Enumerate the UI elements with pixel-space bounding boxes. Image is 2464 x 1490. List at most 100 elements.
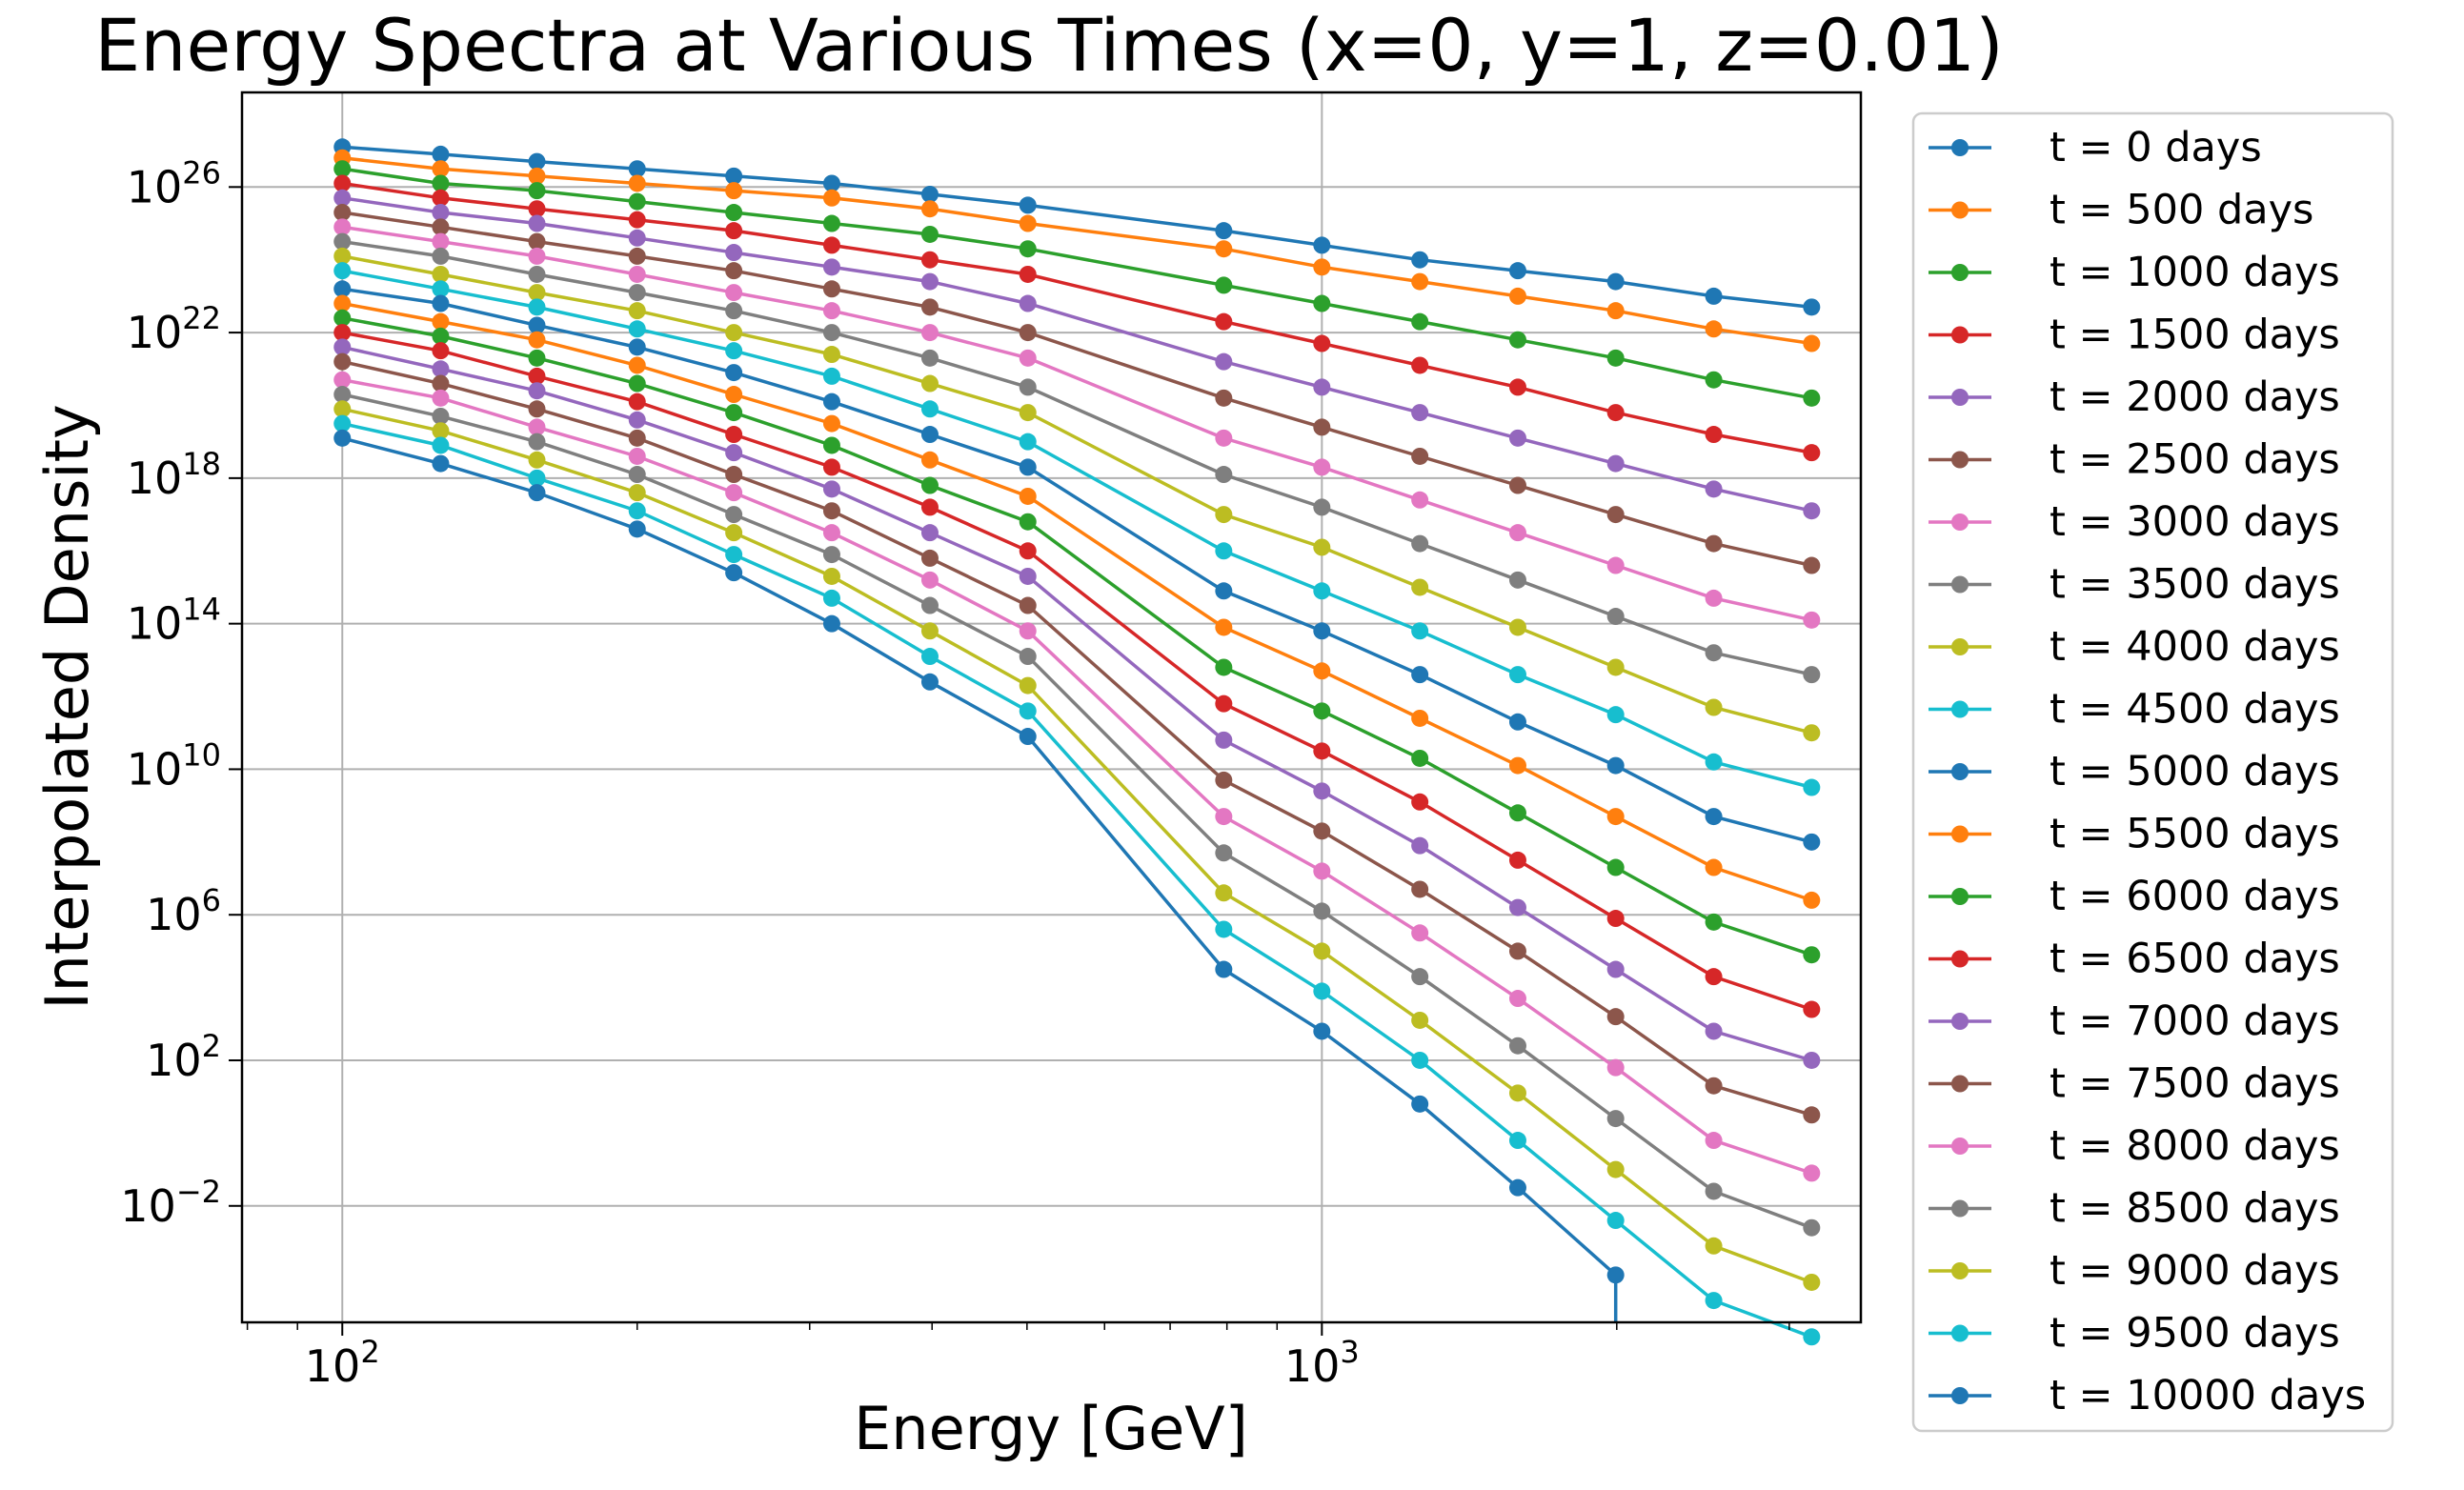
- data-point: [1215, 731, 1233, 749]
- data-point: [1606, 658, 1625, 676]
- series-18: [333, 400, 1821, 1291]
- legend-label: t = 8500 days: [2050, 1185, 2340, 1233]
- data-point: [1606, 1008, 1625, 1026]
- data-point: [725, 302, 743, 320]
- data-point: [725, 524, 743, 542]
- legend-item: t = 6000 days: [1929, 873, 2340, 920]
- data-point: [1508, 331, 1526, 349]
- data-point: [1215, 658, 1233, 676]
- data-point: [333, 371, 352, 389]
- data-point: [528, 167, 546, 185]
- legend-item: t = 500 days: [1929, 187, 2313, 234]
- legend-item: t = 9500 days: [1929, 1310, 2340, 1358]
- data-point: [822, 524, 840, 542]
- data-point: [725, 262, 743, 280]
- data-point: [822, 614, 840, 633]
- data-point: [725, 506, 743, 524]
- data-point: [628, 356, 646, 374]
- data-point: [528, 182, 546, 200]
- data-point: [1313, 498, 1331, 516]
- y-tick-label: 1010: [127, 736, 221, 795]
- legend-item: t = 1500 days: [1929, 312, 2340, 359]
- data-point: [1411, 356, 1429, 374]
- data-point: [333, 324, 352, 342]
- data-point: [920, 251, 939, 269]
- data-point: [1215, 240, 1233, 258]
- data-point: [628, 320, 646, 338]
- data-point: [1019, 567, 1037, 585]
- data-point: [528, 484, 546, 502]
- legend-item: t = 9000 days: [1929, 1247, 2340, 1295]
- data-point: [1313, 1022, 1331, 1040]
- data-point: [1019, 513, 1037, 531]
- data-point: [432, 407, 450, 425]
- data-point: [333, 218, 352, 236]
- data-point: [333, 309, 352, 327]
- legend-label: t = 6500 days: [2050, 936, 2340, 983]
- data-point: [1215, 389, 1233, 407]
- x-axis-ticks: 102 103: [246, 1322, 1790, 1392]
- data-point: [1606, 858, 1625, 876]
- legend-marker: [1951, 326, 1969, 344]
- data-point: [1705, 1022, 1723, 1040]
- data-point: [1411, 1095, 1429, 1113]
- data-point: [1508, 524, 1526, 542]
- y-tick-label: 1022: [127, 300, 221, 358]
- data-point: [1411, 880, 1429, 898]
- data-point: [528, 331, 546, 349]
- data-point: [1215, 466, 1233, 484]
- data-point: [1411, 447, 1429, 465]
- data-point: [1803, 1273, 1821, 1291]
- legend-entries: t = 0 days t = 500 days t = 1000 days t = 1…: [1929, 124, 2366, 1420]
- y-tick-label: 1026: [127, 154, 221, 212]
- data-point: [1606, 1160, 1625, 1178]
- data-point: [1313, 458, 1331, 476]
- data-point: [1411, 272, 1429, 291]
- data-point: [1411, 749, 1429, 767]
- legend-marker: [1951, 1138, 1969, 1155]
- series-9: [333, 262, 1821, 796]
- data-point: [528, 451, 546, 469]
- series-20: [333, 429, 1625, 1322]
- data-point: [1606, 272, 1625, 291]
- data-point: [1411, 534, 1429, 553]
- data-point: [1313, 582, 1331, 600]
- data-point: [1313, 418, 1331, 436]
- data-point: [1705, 858, 1723, 876]
- data-point: [1705, 287, 1723, 305]
- data-point: [1803, 1164, 1821, 1182]
- data-point: [432, 360, 450, 378]
- legend-label: t = 5500 days: [2050, 811, 2340, 858]
- data-point: [1019, 648, 1037, 666]
- data-point: [1215, 276, 1233, 294]
- data-point: [333, 174, 352, 192]
- data-point: [1411, 924, 1429, 942]
- data-point: [1705, 913, 1723, 931]
- series-13: [333, 324, 1821, 1018]
- data-point: [1606, 302, 1625, 320]
- data-point: [1705, 968, 1723, 986]
- data-point: [1019, 458, 1037, 476]
- data-point: [822, 393, 840, 411]
- data-point: [1606, 454, 1625, 473]
- x-tick-label: 103: [1284, 1334, 1360, 1392]
- data-point: [822, 189, 840, 207]
- legend-label: t = 10000 days: [2050, 1372, 2366, 1420]
- data-point: [1705, 753, 1723, 771]
- data-point: [1019, 728, 1037, 746]
- data-point: [1705, 1237, 1723, 1255]
- data-point: [1508, 1132, 1526, 1150]
- data-point: [1019, 214, 1037, 232]
- data-point: [822, 546, 840, 564]
- legend-marker: [1951, 389, 1969, 406]
- data-point: [1019, 196, 1037, 214]
- legend-marker: [1951, 1387, 1969, 1404]
- data-point: [333, 400, 352, 418]
- y-tick-label: 10−2: [120, 1174, 221, 1232]
- legend-item: t = 3000 days: [1929, 498, 2340, 546]
- data-point: [1508, 990, 1526, 1008]
- data-point: [725, 404, 743, 422]
- legend-item: t = 7000 days: [1929, 997, 2340, 1045]
- legend-marker: [1951, 638, 1969, 655]
- data-point: [725, 284, 743, 302]
